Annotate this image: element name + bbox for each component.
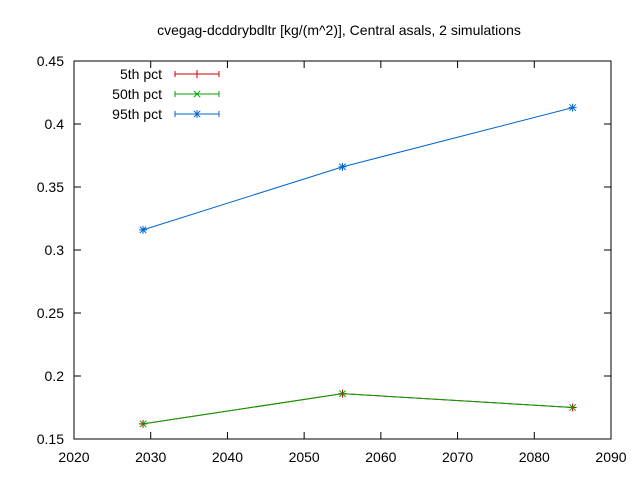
x-tick-label: 2080 [519,449,550,465]
x-tick-label: 2070 [442,449,473,465]
data-point [338,390,347,398]
y-tick-label: 0.15 [37,431,64,447]
data-point [568,103,577,112]
series-line-1 [142,393,573,425]
y-tick-label: 0.3 [45,242,65,258]
x-tick-label: 2040 [212,449,243,465]
legend-marker [193,110,201,118]
legend-label: 5th pct [120,66,162,82]
data-point [139,225,148,234]
x-tick-label: 2050 [289,449,320,465]
series-layer [139,103,577,428]
data-point [338,162,347,171]
series-line-3 [142,107,573,231]
x-tick-label: 2060 [365,449,396,465]
y-tick-label: 0.45 [37,53,64,69]
y-tick-label: 0.35 [37,179,64,195]
y-tick-label: 0.4 [45,116,65,132]
chart-title: cvegag-dcddrybdltr [kg/(m^2)], Central a… [157,22,521,38]
legend-label: 50th pct [112,86,162,102]
y-axis: 0.15 0.2 0.25 0.3 0.35 0.4 0.45 [37,53,611,447]
legend-label: 95th pct [112,106,162,122]
x-tick-label: 2090 [595,449,626,465]
x-tick-label: 2020 [58,449,89,465]
data-point [139,420,147,428]
legend-marker [193,70,201,78]
legend-marker [193,90,201,98]
y-tick-label: 0.2 [45,368,65,384]
data-point [569,403,577,412]
x-axis: 2020 2030 2040 2050 2060 2070 2080 2090 [58,61,627,465]
y-tick-label: 0.25 [37,305,64,321]
series-line-2 [142,393,573,425]
x-tick-label: 2030 [135,449,166,465]
legend: 5th pct 50th pct 95th pct [112,66,220,122]
